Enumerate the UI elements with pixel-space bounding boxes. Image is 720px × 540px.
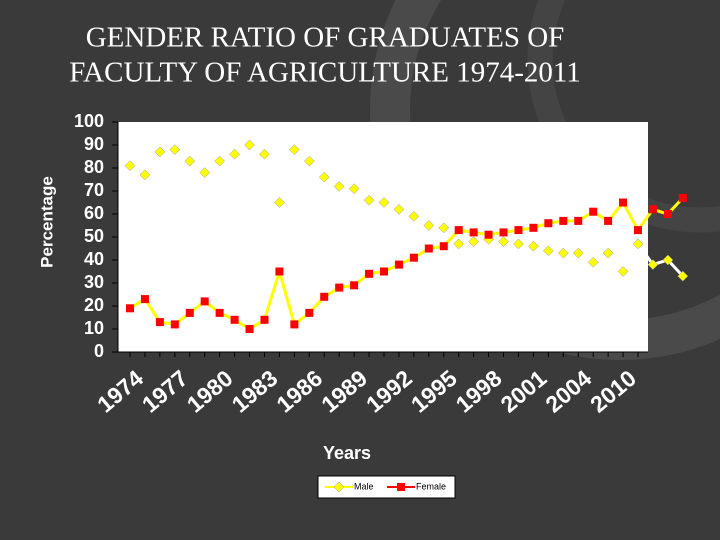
point — [454, 226, 463, 235]
point — [199, 167, 211, 178]
point — [634, 226, 642, 235]
y-tick-label: 20 — [84, 295, 104, 315]
point — [542, 245, 554, 257]
chart-title: FACULTY OF AGRICULTURE 1974-2011 — [69, 57, 581, 89]
point — [453, 238, 465, 250]
y-tick-label: 90 — [84, 134, 104, 154]
point — [154, 146, 166, 158]
legend-marker — [333, 481, 345, 493]
point — [513, 238, 524, 250]
y-tick-label: 100 — [74, 111, 104, 131]
point — [274, 197, 285, 208]
point — [587, 256, 599, 268]
point — [544, 219, 553, 228]
point — [438, 222, 450, 234]
point — [363, 194, 375, 206]
point — [484, 230, 493, 239]
point — [572, 247, 584, 259]
legend-marker — [397, 483, 405, 491]
point — [200, 297, 209, 306]
point — [140, 295, 149, 304]
point — [408, 210, 420, 222]
point — [617, 266, 629, 277]
point — [214, 155, 226, 167]
point — [662, 254, 674, 266]
point — [184, 155, 196, 167]
point — [244, 139, 255, 151]
point — [229, 148, 240, 160]
plot-area — [118, 122, 648, 352]
point — [632, 238, 644, 250]
point — [260, 315, 269, 324]
point — [318, 171, 330, 183]
y-tick-label: 40 — [84, 249, 104, 269]
point — [619, 198, 628, 207]
point — [335, 283, 344, 292]
point — [215, 308, 224, 317]
point — [557, 247, 569, 259]
y-tick-label: 60 — [84, 203, 104, 223]
point — [574, 216, 583, 225]
point — [604, 216, 613, 225]
point — [559, 216, 568, 225]
point — [155, 318, 164, 327]
point — [529, 223, 538, 232]
point — [663, 210, 672, 218]
y-tick-label: 0 — [94, 341, 104, 361]
point — [288, 144, 300, 155]
point — [348, 183, 360, 195]
point — [647, 259, 659, 270]
chart-title: GENDER RATIO OF GRADUATES OF — [86, 22, 565, 54]
point — [439, 242, 448, 251]
legend-label: Female — [416, 481, 446, 491]
point — [393, 204, 405, 215]
point — [245, 325, 254, 333]
point — [514, 226, 523, 235]
point — [423, 220, 435, 231]
point — [350, 281, 359, 290]
point — [305, 308, 314, 317]
legend-label: Male — [354, 481, 374, 491]
y-tick-label: 30 — [84, 272, 104, 292]
point — [230, 315, 239, 324]
point — [678, 193, 687, 202]
point — [124, 160, 136, 172]
point — [185, 308, 194, 317]
decoration — [527, 0, 720, 233]
point — [169, 144, 181, 155]
point — [365, 269, 374, 278]
point — [333, 181, 345, 192]
point — [394, 260, 403, 269]
y-tick-label: 10 — [84, 318, 104, 338]
y-axis-label: Percentage — [37, 176, 56, 268]
point — [648, 205, 657, 214]
point — [303, 155, 315, 167]
point — [498, 236, 509, 247]
y-tick-label: 50 — [84, 226, 104, 246]
y-tick-label: 70 — [84, 180, 104, 200]
point — [528, 240, 539, 252]
point — [275, 267, 284, 276]
point — [380, 267, 388, 276]
point — [602, 247, 614, 259]
point — [378, 197, 390, 208]
point — [170, 320, 179, 329]
point — [126, 304, 134, 313]
point — [409, 253, 418, 262]
point — [499, 228, 508, 237]
legend — [317, 475, 456, 499]
point — [139, 169, 151, 181]
point — [677, 270, 689, 282]
y-tick-label: 80 — [84, 157, 104, 177]
point — [424, 244, 433, 253]
point — [589, 207, 598, 216]
point — [290, 320, 299, 329]
point — [259, 148, 270, 160]
point — [468, 236, 480, 247]
point — [469, 228, 478, 237]
point — [320, 292, 329, 301]
x-axis-label: Years — [323, 443, 371, 463]
